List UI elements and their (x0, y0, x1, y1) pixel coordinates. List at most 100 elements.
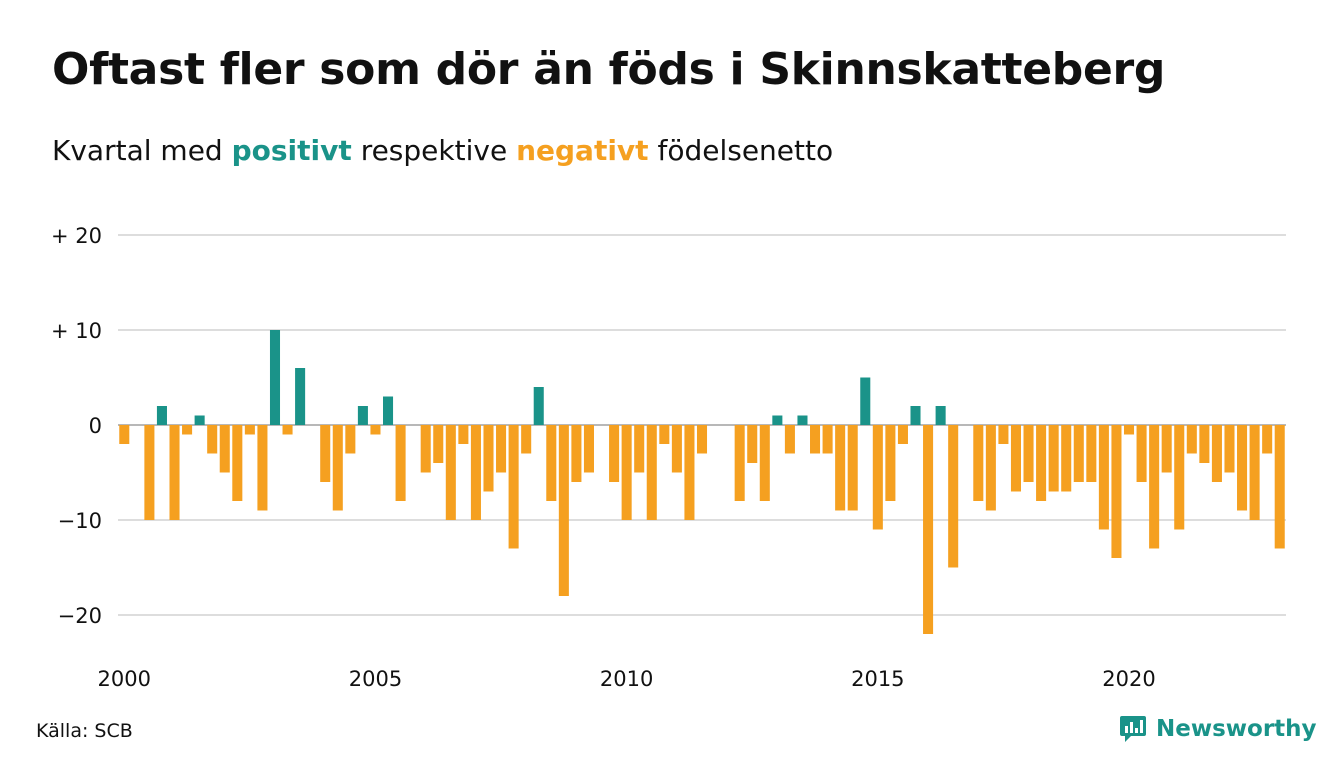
bar (383, 396, 394, 425)
x-tick-label: 2005 (349, 667, 402, 691)
chart-subtitle: Kvartal med positivt respektive negativt… (52, 134, 833, 167)
bar (433, 425, 444, 463)
subtitle-positive: positivt (231, 134, 352, 167)
bar (295, 368, 306, 425)
bar (1224, 425, 1235, 473)
chart-title: Oftast fler som dör än föds i Skinnskatt… (52, 44, 1166, 95)
x-tick-label: 2015 (851, 667, 904, 691)
bar (1274, 425, 1285, 549)
bar (194, 415, 205, 425)
bar (332, 425, 343, 511)
bar (156, 406, 167, 425)
subtitle-negative: negativt (516, 134, 649, 167)
bar (973, 425, 984, 501)
bar (659, 425, 670, 444)
bar (684, 425, 695, 520)
bar (357, 406, 368, 425)
bar (910, 406, 921, 425)
bar (897, 425, 908, 444)
bar (207, 425, 218, 454)
bar (232, 425, 243, 501)
bar (269, 330, 281, 425)
bar (521, 425, 532, 454)
bar (119, 425, 130, 444)
subtitle-prefix: Kvartal med (52, 134, 223, 167)
bar (1098, 425, 1109, 530)
bar (144, 425, 155, 520)
bar (784, 425, 795, 454)
bar (634, 425, 645, 473)
bar (345, 425, 356, 454)
bar (885, 425, 896, 501)
bar (609, 425, 620, 482)
bar (998, 425, 1009, 444)
bar (169, 425, 180, 520)
bar (621, 425, 632, 520)
bar (872, 425, 883, 530)
bar (835, 425, 846, 511)
y-tick-label: −20 (58, 604, 102, 628)
bar (508, 425, 519, 549)
bar (1136, 425, 1147, 482)
bar (985, 425, 996, 511)
subtitle-middle: respektive (360, 134, 508, 167)
bar (797, 415, 808, 425)
bar (282, 425, 293, 435)
x-tick-label: 2020 (1102, 667, 1155, 691)
bar (496, 425, 507, 473)
y-tick-label: 0 (89, 414, 102, 438)
bar (219, 425, 230, 473)
bar (646, 425, 657, 520)
bar (1048, 425, 1059, 492)
bar (1199, 425, 1210, 463)
bar (1073, 425, 1084, 482)
bar (759, 425, 770, 501)
bar (1174, 425, 1185, 530)
bar (734, 425, 745, 501)
bar (1010, 425, 1021, 492)
bar (533, 387, 544, 425)
y-tick-label: + 10 (51, 319, 102, 343)
bar (671, 425, 682, 473)
bar (923, 425, 934, 634)
bar (822, 425, 833, 454)
bar (257, 425, 268, 511)
bar (458, 425, 469, 444)
bar (395, 425, 406, 501)
bar (1211, 425, 1222, 482)
source-note: Källa: SCB (36, 720, 133, 742)
bar (483, 425, 494, 492)
bar (1023, 425, 1034, 482)
brand-logo: Newsworthy (1118, 714, 1317, 744)
bar (445, 425, 456, 520)
brand-name: Newsworthy (1156, 716, 1317, 742)
bar (860, 377, 871, 425)
bar (470, 425, 481, 520)
bar (1262, 425, 1273, 454)
bar (558, 425, 569, 596)
bar (583, 425, 594, 473)
bar (1086, 425, 1097, 482)
subtitle-suffix: födelsenetto (657, 134, 834, 167)
bar (696, 425, 708, 454)
bar (370, 425, 381, 435)
bar (1161, 425, 1172, 473)
bar (935, 406, 946, 425)
x-tick-label: 2010 (600, 667, 653, 691)
bar (244, 425, 255, 435)
bar (1061, 425, 1072, 492)
bar (1036, 425, 1047, 501)
bar (182, 425, 193, 435)
bar (1186, 425, 1197, 454)
bar (1123, 425, 1135, 435)
bar (747, 425, 758, 463)
y-tick-label: −10 (58, 509, 102, 533)
bar (1111, 425, 1122, 558)
bar (320, 425, 331, 482)
bar (1249, 425, 1260, 520)
bar (546, 425, 557, 501)
bar (772, 415, 783, 425)
bar (1237, 425, 1248, 511)
x-tick-label: 2000 (98, 667, 151, 691)
